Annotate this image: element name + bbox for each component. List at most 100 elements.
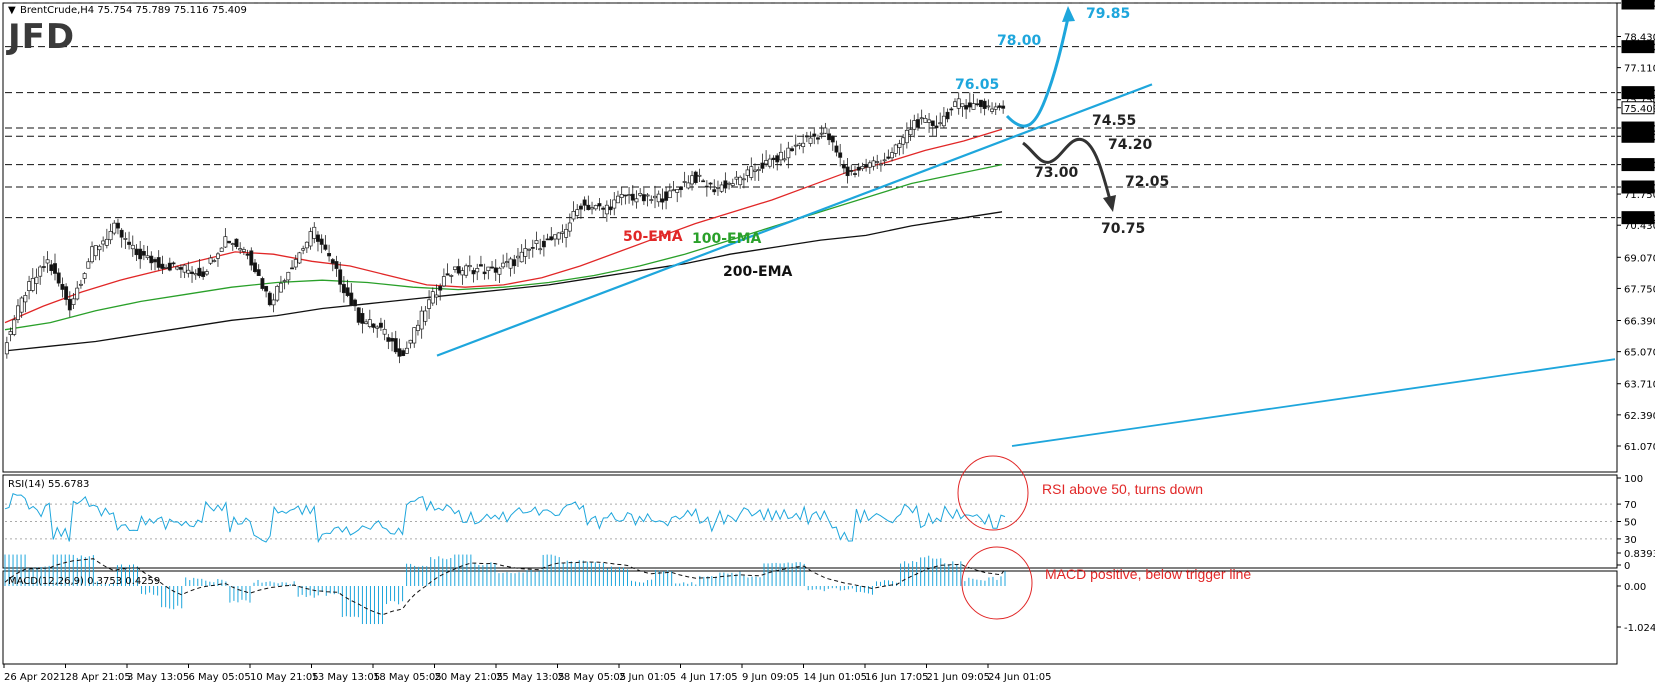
time-tick-label: 18 May 05:05 bbox=[373, 672, 442, 683]
candle-body bbox=[260, 278, 265, 289]
candle-body bbox=[345, 287, 350, 296]
chart-header-arrow[interactable]: ▼ bbox=[8, 5, 16, 16]
trendlines bbox=[436, 83, 1616, 447]
candle-body bbox=[256, 269, 261, 276]
candle-body bbox=[878, 163, 883, 166]
candle-body bbox=[375, 326, 380, 329]
level-label-72-05: 72.05 bbox=[1125, 174, 1169, 190]
time-tick-label: 28 Apr 21:05 bbox=[66, 672, 131, 683]
candle-body bbox=[701, 180, 706, 183]
candle-body bbox=[134, 248, 139, 256]
ema-lines bbox=[4, 128, 1003, 352]
candle-body bbox=[427, 299, 432, 309]
rsi-annotation: RSI above 50, turns down bbox=[1042, 481, 1203, 497]
candle-body bbox=[934, 125, 939, 129]
candle-body bbox=[304, 241, 309, 249]
candle-body bbox=[75, 287, 80, 300]
candle-body bbox=[201, 271, 206, 277]
candle-body bbox=[86, 261, 91, 269]
candle-body bbox=[645, 194, 650, 197]
candle-body bbox=[197, 267, 202, 277]
candle-body bbox=[867, 162, 872, 168]
candle-body bbox=[438, 286, 443, 291]
price-axis: 79.850 78.43078.000 77.110 76.05075.75075.4… bbox=[1617, 0, 1655, 453]
candle-body bbox=[193, 273, 198, 276]
candle-body bbox=[164, 266, 169, 269]
candle-body bbox=[286, 271, 291, 281]
candle-body bbox=[790, 148, 794, 152]
level-label-78-00: 78.00 bbox=[997, 33, 1042, 49]
candle-body bbox=[856, 166, 861, 171]
candle-body bbox=[690, 175, 694, 185]
candle-body bbox=[153, 259, 157, 263]
candle-body bbox=[704, 185, 709, 188]
candle-body bbox=[171, 262, 176, 265]
candle-body bbox=[671, 189, 676, 192]
candle-body bbox=[264, 285, 269, 292]
candle-body bbox=[845, 166, 850, 177]
macd-annotation: MACD positive, below trigger line bbox=[1045, 566, 1251, 582]
candle-body bbox=[412, 327, 417, 344]
candle-body bbox=[49, 264, 54, 272]
level-label-76-05: 76.05 bbox=[955, 77, 999, 93]
macd-panel bbox=[2, 570, 1618, 665]
candle-body bbox=[64, 286, 69, 300]
candle-body bbox=[1001, 105, 1006, 109]
candle-body bbox=[604, 204, 609, 215]
candle-body bbox=[186, 269, 191, 274]
time-tick-label: 25 May 13:05 bbox=[496, 672, 565, 683]
candle-body bbox=[223, 236, 228, 248]
candle-body bbox=[601, 207, 606, 210]
candle-body bbox=[482, 271, 487, 275]
candle-body bbox=[360, 313, 365, 324]
candle-body bbox=[71, 298, 76, 305]
macd-tick-label: 0.8393 bbox=[1624, 549, 1655, 560]
candle-body bbox=[119, 229, 124, 238]
candle-body bbox=[141, 250, 146, 256]
candle-body bbox=[897, 143, 902, 148]
candle-body bbox=[416, 324, 420, 331]
candle-body bbox=[727, 182, 732, 185]
candle-body bbox=[116, 222, 120, 229]
time-tick-label: 14 Jun 01:05 bbox=[804, 672, 868, 683]
rsi-highlight-circle bbox=[957, 455, 1029, 531]
candle-body bbox=[290, 267, 294, 270]
candle-body bbox=[923, 118, 928, 123]
candle-body bbox=[719, 184, 724, 192]
candle-body bbox=[990, 108, 994, 112]
candle-body bbox=[34, 276, 39, 284]
candle-body bbox=[397, 348, 402, 357]
candle-body bbox=[249, 250, 254, 266]
candle-body bbox=[227, 240, 232, 244]
time-axis: 26 Apr 2021 28 Apr 21:053 May 13:05 6 May … bbox=[3, 664, 1052, 683]
candle-body bbox=[630, 193, 635, 201]
time-tick-label: 20 May 21:05 bbox=[435, 672, 504, 683]
candle-body bbox=[364, 321, 369, 324]
candle-body bbox=[808, 137, 813, 144]
macd-tick-label: 0.00 bbox=[1624, 582, 1646, 593]
candle-body bbox=[723, 180, 728, 189]
rsi-line bbox=[4, 493, 1006, 544]
candle-body bbox=[523, 248, 528, 257]
candle-body bbox=[912, 120, 917, 130]
candle-body bbox=[971, 103, 976, 110]
candle-body bbox=[367, 319, 372, 327]
candle-body bbox=[449, 275, 454, 277]
candle-body bbox=[678, 186, 683, 191]
candle-body bbox=[12, 319, 17, 335]
candle-body bbox=[941, 115, 946, 127]
time-tick-label: 13 May 13:05 bbox=[312, 672, 381, 683]
candle-body bbox=[182, 264, 187, 273]
candle-body bbox=[641, 194, 646, 202]
candle-body bbox=[567, 222, 572, 232]
candle-body bbox=[323, 244, 328, 250]
candle-body bbox=[616, 195, 620, 204]
candle-body bbox=[823, 127, 828, 134]
candle-body bbox=[816, 137, 820, 140]
uptrend-support-line bbox=[436, 83, 1153, 357]
candle-body bbox=[682, 181, 687, 183]
candle-body bbox=[893, 144, 898, 154]
candle-body bbox=[445, 273, 450, 276]
candle-body bbox=[341, 284, 346, 294]
